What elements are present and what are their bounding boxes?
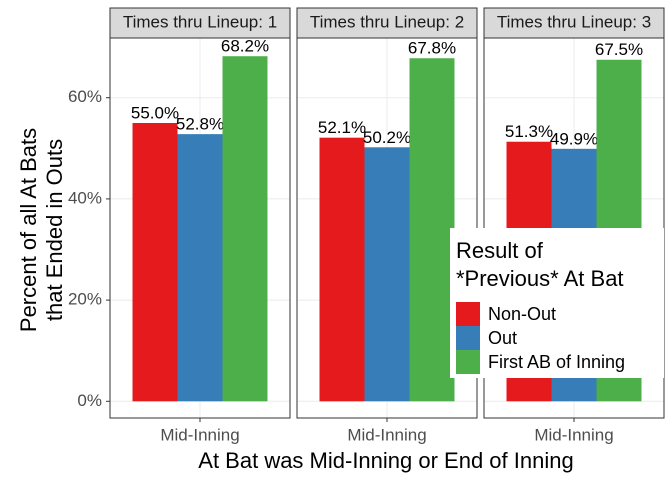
data-label: 67.8% (408, 39, 456, 58)
bar (319, 137, 365, 402)
legend-title: Result of (456, 238, 544, 263)
strip-title: Times thru Lineup: 1 (123, 12, 277, 31)
x-axis-title: At Bat was Mid-Inning or End of Inning (198, 448, 573, 473)
strip-title: Times thru Lineup: 3 (497, 12, 651, 31)
bar (132, 123, 178, 402)
data-label: 55.0% (131, 103, 179, 122)
y-axis-title: Percent of all At Bats (16, 128, 41, 332)
data-label: 52.1% (318, 118, 366, 137)
strip (109, 7, 291, 39)
x-tick-label: Mid-Inning (534, 425, 613, 444)
data-label: 67.5% (595, 40, 643, 59)
x-tick-label: Mid-Inning (347, 425, 426, 444)
legend-label: First AB of Inning (488, 352, 625, 372)
y-tick-label: 60% (68, 87, 102, 106)
data-label: 50.2% (363, 128, 411, 147)
bar (177, 134, 223, 402)
legend-title: *Previous* At Bat (456, 266, 624, 291)
legend-swatch (456, 326, 480, 350)
legend-swatch (456, 302, 480, 326)
bar (222, 56, 268, 402)
data-label: 68.2% (221, 37, 269, 56)
strip-title: Times thru Lineup: 2 (310, 12, 464, 31)
legend-swatch (456, 350, 480, 374)
strip (483, 7, 665, 39)
y-tick-label: 20% (68, 290, 102, 309)
legend-label: Non-Out (488, 304, 556, 324)
y-tick-label: 0% (77, 391, 102, 410)
x-tick-label: Mid-Inning (160, 425, 239, 444)
bar (409, 58, 455, 402)
strip (296, 7, 478, 39)
data-label: 49.9% (550, 129, 598, 148)
y-tick-label: 40% (68, 188, 102, 207)
data-label: 51.3% (505, 122, 553, 141)
bar (364, 147, 410, 402)
legend-box (450, 228, 664, 378)
data-label: 52.8% (176, 115, 224, 134)
y-axis-title: that Ended in Outs (42, 139, 67, 321)
legend-label: Out (488, 328, 517, 348)
